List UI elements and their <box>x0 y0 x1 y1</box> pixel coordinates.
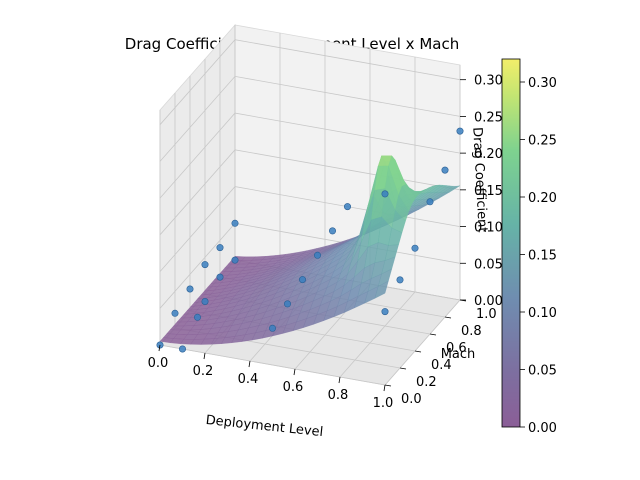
x-tick-label: 0.0 <box>148 356 169 371</box>
colorbar: 0.00 0.05 0.10 0.15 0.20 0.25 0.30 <box>501 58 557 436</box>
surface-patch <box>374 280 389 299</box>
z-tick-label: 0.00 <box>474 294 503 309</box>
x-tick <box>158 344 161 352</box>
x-tick-label: 0.2 <box>193 364 214 379</box>
colorbar-gradient <box>501 58 521 428</box>
z-tick-label: 0.30 <box>474 74 503 89</box>
y-tick-label: 0.4 <box>431 358 452 373</box>
y-tick-label: 0.2 <box>416 375 437 390</box>
scatter-point <box>231 219 239 227</box>
scatter-point <box>411 244 419 252</box>
scatter-point <box>216 273 224 281</box>
grid-line-z <box>159 39 461 125</box>
y-tick <box>414 350 422 353</box>
scatter-point <box>441 166 449 174</box>
x-tick <box>293 368 296 376</box>
scatter-point <box>201 261 209 269</box>
grid-line-z <box>159 112 461 199</box>
x-tick <box>203 352 206 360</box>
colorbar-tick-label: 0.30 <box>528 76 557 91</box>
scatter-point <box>456 127 464 135</box>
scatter-point <box>179 345 187 353</box>
scatter-point <box>313 251 321 259</box>
colorbar-tick-label: 0.00 <box>528 421 557 436</box>
x-tick <box>338 376 341 384</box>
y-axis-label: Mach <box>441 347 476 362</box>
z-tick-label: 0.10 <box>474 221 503 236</box>
y-tick-label: 0.6 <box>446 341 467 356</box>
scatter-point <box>171 309 179 317</box>
y-tick-label: 1.0 <box>476 307 497 322</box>
scatter-point <box>328 227 336 235</box>
x-tick-label: 0.8 <box>328 388 349 403</box>
scatter-points <box>156 127 464 353</box>
x-axis-label: Deployment Level <box>205 413 324 440</box>
colorbar-tick-label: 0.05 <box>528 364 557 379</box>
scatter-point <box>201 297 209 305</box>
colorbar-tick-label: 0.20 <box>528 191 557 206</box>
scatter-point <box>298 276 306 284</box>
x-tick-label: 1.0 <box>373 396 394 411</box>
grid-line-z <box>159 75 461 162</box>
y-tick <box>384 384 392 387</box>
y-tick-label: 0.8 <box>461 324 482 339</box>
z-tick-label: 0.15 <box>474 184 503 199</box>
x-tick <box>383 384 386 392</box>
y-tick <box>399 367 407 370</box>
plot-area-3d: 0.00.20.40.60.81.0 0.00.20.40.60.81.00.00… <box>148 23 503 411</box>
colorbar-tick-label: 0.25 <box>528 134 557 149</box>
scatter-point <box>343 203 351 211</box>
x-tick-label: 0.6 <box>283 380 304 395</box>
y-tick-label: 0.0 <box>401 392 422 407</box>
colorbar-tick-label: 0.15 <box>528 249 557 264</box>
axis-ticks: 0.00.20.40.60.81.0 0.00.20.40.60.81.00.00… <box>148 74 503 411</box>
scatter-point <box>381 308 389 316</box>
y-tick <box>444 316 452 319</box>
scatter-point <box>194 313 202 321</box>
scatter-point <box>186 285 194 293</box>
scatter-point <box>396 276 404 284</box>
scatter-point <box>216 244 224 252</box>
x-tick <box>248 360 251 368</box>
scatter-point <box>426 198 434 206</box>
x-tick-label: 0.4 <box>238 372 259 387</box>
y-tick <box>429 333 437 336</box>
colorbar-tick-label: 0.10 <box>528 306 557 321</box>
z-tick-label: 0.25 <box>474 110 503 125</box>
scatter-point <box>283 300 291 308</box>
scatter-point <box>268 324 276 332</box>
colorbar-ticks: 0.00 0.05 0.10 0.15 0.20 0.25 0.30 <box>520 76 557 436</box>
z-tick-label: 0.05 <box>474 257 503 272</box>
z-tick-label: 0.20 <box>474 147 503 162</box>
scatter-point <box>381 190 389 198</box>
z-axis-label: Drag Coefficient <box>469 127 489 233</box>
scatter-point <box>231 256 239 264</box>
